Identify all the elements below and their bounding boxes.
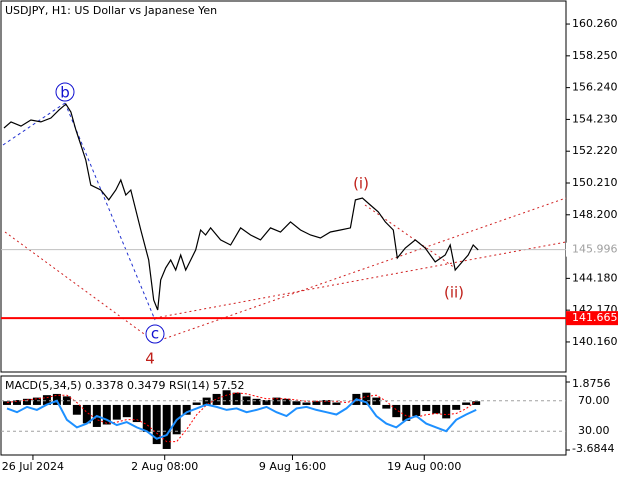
macd-bar	[122, 404, 131, 418]
current-price-box	[566, 242, 618, 257]
macd-bar	[242, 396, 251, 405]
y-tick-label: 140.160	[572, 335, 618, 348]
macd-bar	[452, 404, 461, 410]
macd-bar	[302, 402, 311, 405]
main-frame	[0, 0, 567, 373]
y-tick-label: 152.220	[572, 144, 618, 157]
macd-bar	[12, 400, 21, 405]
macd-bar	[252, 398, 261, 405]
channel-line	[4, 231, 156, 343]
y2-tick-label: 1.8756	[572, 377, 611, 390]
y-tick-label: 154.230	[572, 112, 618, 125]
y-tick-label: 148.200	[572, 208, 618, 221]
macd-bar	[292, 401, 301, 405]
wave-label: (ii)	[444, 284, 464, 302]
macd-bar	[422, 404, 431, 412]
macd-bar	[192, 402, 201, 405]
rsi-line	[6, 398, 477, 440]
x-tick-label: 9 Aug 16:00	[259, 460, 326, 473]
macd-value: 0.3378	[85, 379, 124, 392]
y-tick-label: 160.260	[572, 17, 618, 30]
x-tick-label: 26 Jul 2024	[2, 460, 64, 473]
macd-bar	[322, 400, 331, 405]
wave-line	[2, 102, 66, 146]
channel-line	[364, 204, 456, 269]
macd-bar	[32, 397, 41, 405]
macd-bar	[152, 404, 161, 445]
chart-title: USDJPY, H1: US Dollar vs Japanese Yen	[5, 4, 217, 17]
y-tick-label: 156.240	[572, 81, 618, 94]
macd-bar	[462, 402, 471, 405]
rsi-tick-label: 30.00	[578, 424, 610, 437]
signal-value: 0.3479	[127, 379, 166, 392]
macd-bar	[62, 396, 71, 405]
macd-bar	[432, 404, 441, 414]
macd-bar	[132, 404, 141, 423]
macd-bar	[232, 392, 241, 405]
macd-bar	[162, 404, 171, 449]
macd-bar	[82, 404, 91, 424]
indicator-frame	[0, 375, 567, 456]
macd-bar	[312, 401, 321, 405]
y-tick-label: 144.180	[572, 271, 618, 284]
macd-bar	[272, 397, 281, 405]
macd-bar	[442, 404, 451, 419]
macd-bar	[332, 402, 341, 405]
wave-circle	[55, 82, 75, 102]
x-tick-label: 2 Aug 08:00	[131, 460, 198, 473]
wave-label: 4	[145, 350, 155, 368]
macd-bar	[262, 400, 271, 405]
macd-bar	[42, 395, 51, 405]
y2-tick-label: -3.6844	[572, 442, 614, 455]
rsi-title: RSI(14)	[169, 379, 209, 392]
macd-title: MACD(5,34,5)	[5, 379, 82, 392]
current-price-label: 145.996	[572, 243, 618, 256]
macd-bar	[2, 401, 11, 405]
x-tick-label: 19 Aug 00:00	[387, 460, 461, 473]
macd-bar	[392, 404, 401, 418]
wave-circle	[145, 324, 165, 344]
macd-bar	[362, 392, 371, 405]
macd-bar	[112, 404, 121, 420]
indicator-legend: MACD(5,34,5) 0.3378 0.3479 RSI(14) 57.52	[5, 379, 245, 392]
macd-bar	[282, 398, 291, 405]
macd-bar	[412, 404, 421, 416]
wave-line	[64, 102, 156, 321]
wave-label: (i)	[353, 175, 369, 193]
macd-bar	[52, 393, 61, 405]
wave-label: b	[60, 84, 70, 102]
rsi-tick-label: 70.00	[578, 394, 610, 407]
signal-line	[6, 392, 477, 443]
macd-bar	[382, 404, 391, 409]
channel-line	[154, 241, 567, 319]
macd-bar	[142, 404, 151, 432]
y-tick-label: 158.250	[572, 49, 618, 62]
macd-bar	[402, 404, 411, 421]
macd-bar	[102, 404, 111, 425]
y-tick-label: 150.210	[572, 176, 618, 189]
macd-bar	[472, 401, 481, 405]
rsi-value: 57.52	[213, 379, 245, 392]
level-box	[566, 311, 618, 326]
macd-bar	[22, 398, 31, 405]
price-line	[3, 103, 479, 311]
channel-line	[154, 197, 567, 343]
macd-bar	[182, 404, 191, 415]
macd-bar	[222, 390, 231, 405]
trend-lines	[2, 102, 567, 343]
wave-label: c	[151, 325, 159, 343]
macd-bar	[372, 397, 381, 405]
level-label: 141.665	[572, 311, 618, 324]
macd-bar	[72, 404, 81, 415]
macd-bar	[212, 393, 221, 405]
